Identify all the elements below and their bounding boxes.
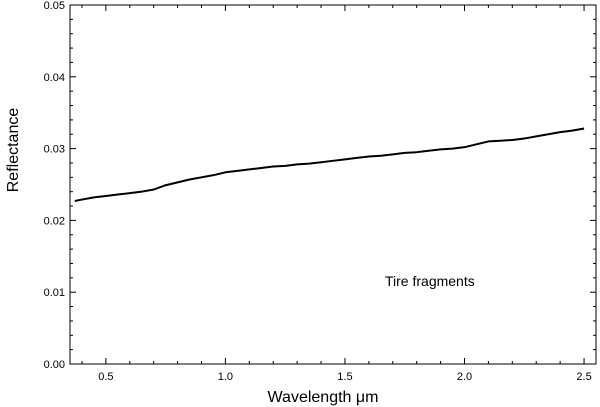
y-axis: 0.00 0.01 0.02 0.03 0.04 0.05	[44, 0, 596, 371]
plot-frame	[69, 4, 597, 365]
y-tick-label: 0.05	[44, 0, 65, 12]
x-tick-label: 2.5	[576, 371, 591, 383]
x-tick-label: 2.0	[457, 371, 472, 383]
y-tick-label: 0.01	[44, 287, 65, 299]
y-tick-label: 0.00	[44, 359, 65, 371]
y-tick-label: 0.04	[44, 72, 65, 84]
y-tick-label: 0.03	[44, 144, 65, 156]
plot-content	[74, 127, 585, 202]
x-axis-title: Wavelength μm	[268, 389, 379, 406]
x-tick-label: 1.5	[337, 371, 352, 383]
annotation-label: Tire fragments	[385, 273, 475, 289]
reflectance-series-line	[74, 127, 585, 202]
y-axis-title: Reflectance	[5, 108, 22, 193]
y-tick-label: 0.02	[44, 215, 65, 227]
x-tick-label: 1.0	[218, 371, 233, 383]
x-axis: 0.5 1.0 1.5 2.0 2.5	[81, 5, 592, 383]
x-tick-label: 0.5	[98, 371, 113, 383]
